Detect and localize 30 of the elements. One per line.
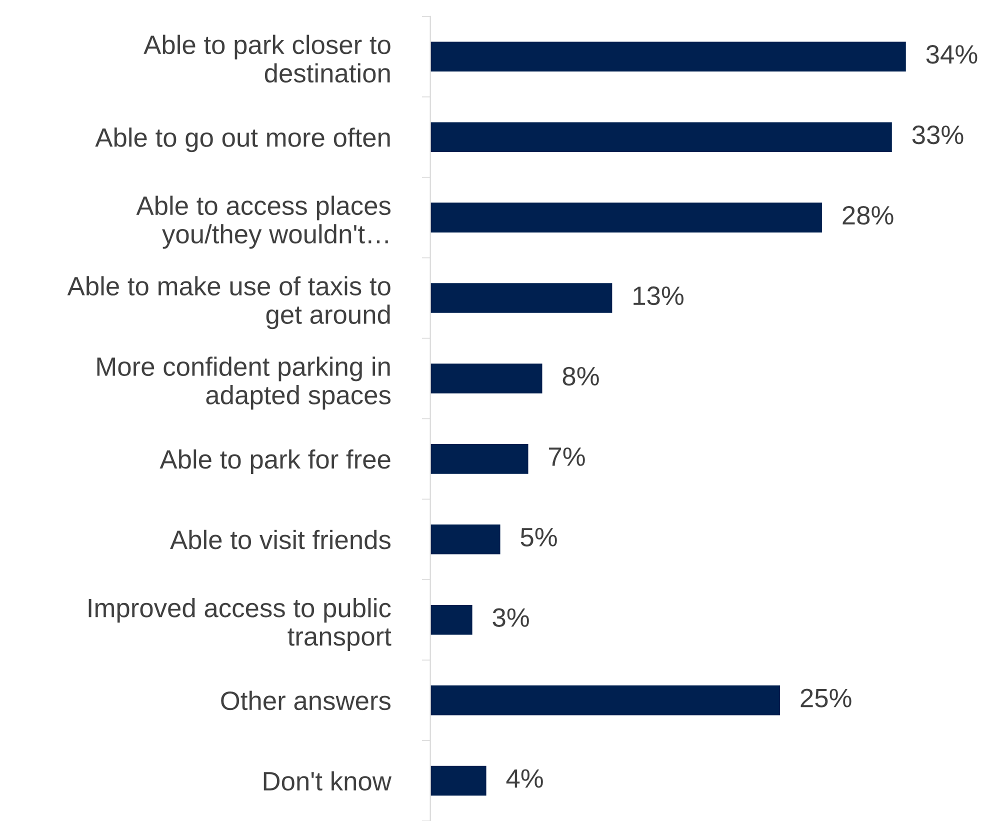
data-label: 28% xyxy=(842,206,894,225)
data-label: 5% xyxy=(520,528,557,546)
bar xyxy=(430,685,780,716)
bar xyxy=(430,202,822,232)
data-label: 13% xyxy=(634,286,684,306)
data-label: 8% xyxy=(562,366,599,386)
data-label: 4% xyxy=(506,769,543,788)
y-tick-label: Able to visit friends xyxy=(170,530,390,550)
y-tick-label: More confident parking in adapted spaces xyxy=(97,356,391,410)
bar xyxy=(430,604,472,635)
y-tick-label: Improved access to public transport xyxy=(88,598,392,652)
data-label: 25% xyxy=(800,688,852,708)
y-tick-label: Able to access places you/they wouldn't… xyxy=(136,196,391,249)
data-label: 7% xyxy=(549,447,585,466)
y-tick-label: Other answers xyxy=(221,690,390,710)
y-tick-label: Able to go out more often xyxy=(95,128,390,152)
y-tick-label: Able to park closer to destination xyxy=(144,34,390,83)
bar xyxy=(430,122,892,152)
y-tick-label: Able to park for free xyxy=(160,449,390,474)
y-tick-label: Don't know xyxy=(264,771,392,791)
data-label: 33% xyxy=(912,126,964,144)
bar xyxy=(430,42,906,72)
bar xyxy=(430,444,528,474)
bar xyxy=(430,524,500,554)
data-label: 34% xyxy=(926,45,978,64)
y-tick-label: Able to make use of taxis to get around xyxy=(67,276,390,330)
bar xyxy=(430,364,542,394)
data-label: 3% xyxy=(492,608,529,627)
bar xyxy=(430,283,612,313)
bar xyxy=(430,766,486,796)
